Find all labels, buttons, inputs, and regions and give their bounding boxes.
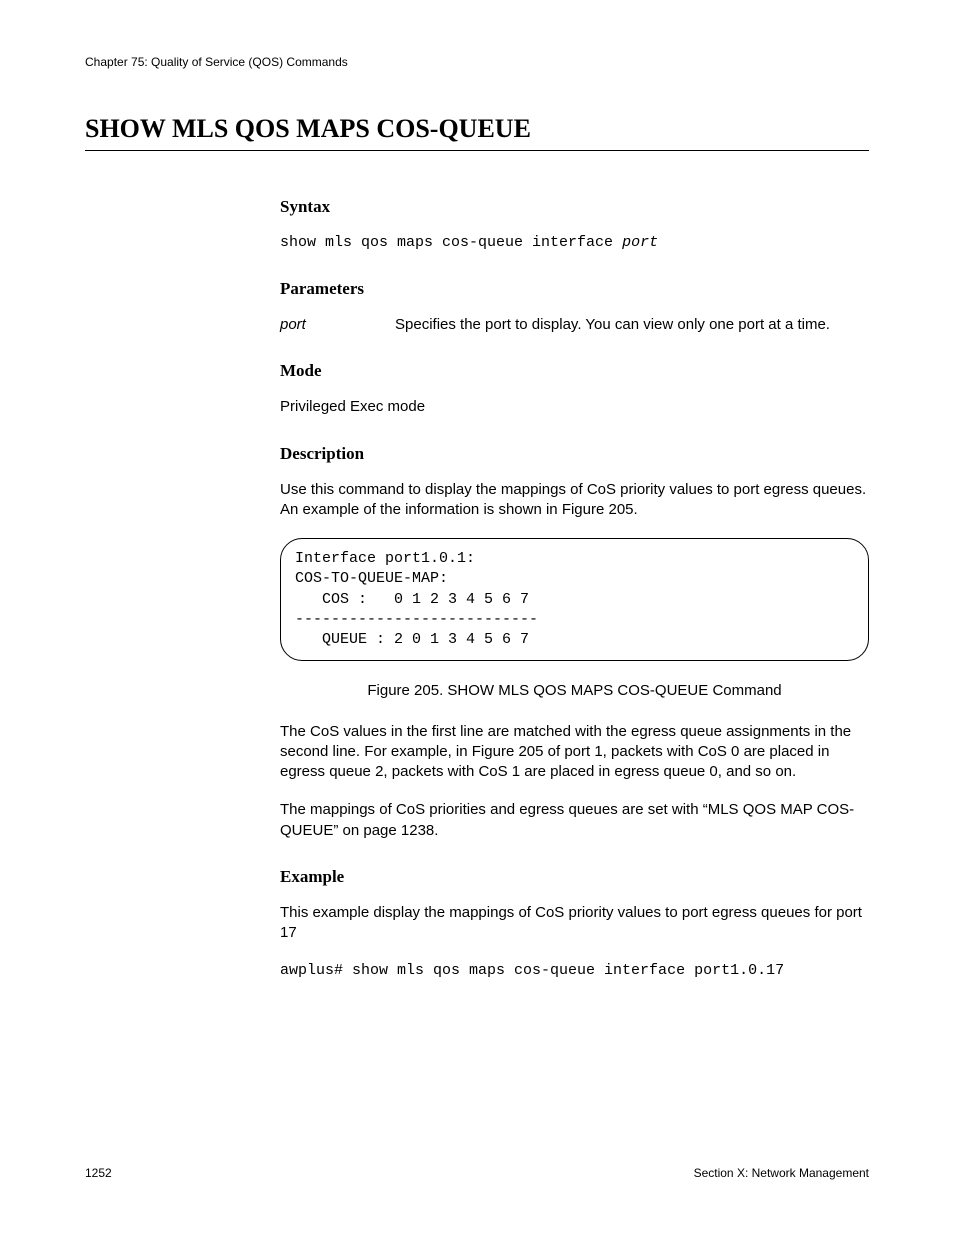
command-title: SHOW MLS QOS MAPS COS-QUEUE xyxy=(85,114,869,151)
heading-syntax: Syntax xyxy=(280,196,869,219)
code-line: QUEUE : 2 0 1 3 4 5 6 7 xyxy=(295,631,529,648)
description-para-1: Use this command to display the mappings… xyxy=(280,480,869,521)
description-para-3: The mappings of CoS priorities and egres… xyxy=(280,800,869,841)
parameter-description: Specifies the port to display. You can v… xyxy=(395,315,869,335)
syntax-cmd: show mls qos maps cos-queue interface xyxy=(280,234,622,251)
example-para: This example display the mappings of CoS… xyxy=(280,903,869,944)
code-line: COS : 0 1 2 3 4 5 6 7 xyxy=(295,591,529,608)
description-para-2: The CoS values in the first line are mat… xyxy=(280,722,869,783)
code-line: --------------------------- xyxy=(295,611,538,628)
parameter-row: port Specifies the port to display. You … xyxy=(280,315,869,335)
syntax-line: show mls qos maps cos-queue interface po… xyxy=(280,233,869,253)
heading-parameters: Parameters xyxy=(280,278,869,301)
content-body: Syntax show mls qos maps cos-queue inter… xyxy=(280,196,869,981)
section-label: Section X: Network Management xyxy=(694,1166,869,1180)
page-footer: 1252 Section X: Network Management xyxy=(85,1166,869,1180)
figure-caption: Figure 205. SHOW MLS QOS MAPS COS-QUEUE … xyxy=(280,681,869,701)
chapter-header: Chapter 75: Quality of Service (QOS) Com… xyxy=(85,55,869,69)
heading-example: Example xyxy=(280,866,869,889)
page-number: 1252 xyxy=(85,1166,112,1180)
mode-text: Privileged Exec mode xyxy=(280,397,869,417)
code-output-box: Interface port1.0.1: COS-TO-QUEUE-MAP: C… xyxy=(280,538,869,661)
parameter-name: port xyxy=(280,315,395,335)
heading-description: Description xyxy=(280,443,869,466)
code-line: Interface port1.0.1: xyxy=(295,550,475,567)
code-line: COS-TO-QUEUE-MAP: xyxy=(295,570,448,587)
example-command: awplus# show mls qos maps cos-queue inte… xyxy=(280,961,869,981)
heading-mode: Mode xyxy=(280,360,869,383)
syntax-arg: port xyxy=(622,234,658,251)
